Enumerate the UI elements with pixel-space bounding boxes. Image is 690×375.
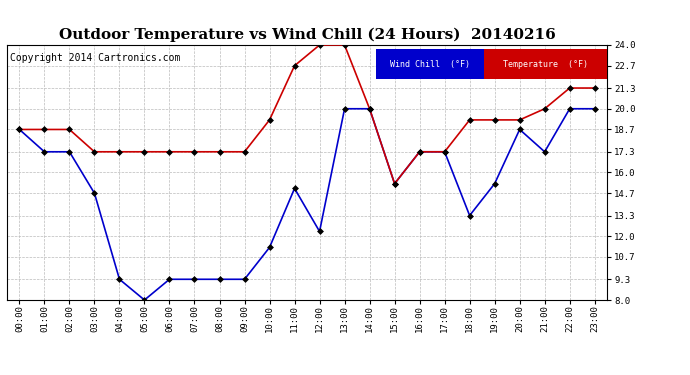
Bar: [376, 49, 484, 80]
Text: Wind Chill  (°F): Wind Chill (°F): [390, 60, 470, 69]
Bar: [484, 49, 607, 80]
Text: Copyright 2014 Cartronics.com: Copyright 2014 Cartronics.com: [10, 53, 180, 63]
Title: Outdoor Temperature vs Wind Chill (24 Hours)  20140216: Outdoor Temperature vs Wind Chill (24 Ho…: [59, 28, 555, 42]
Text: Temperature  (°F): Temperature (°F): [503, 60, 588, 69]
